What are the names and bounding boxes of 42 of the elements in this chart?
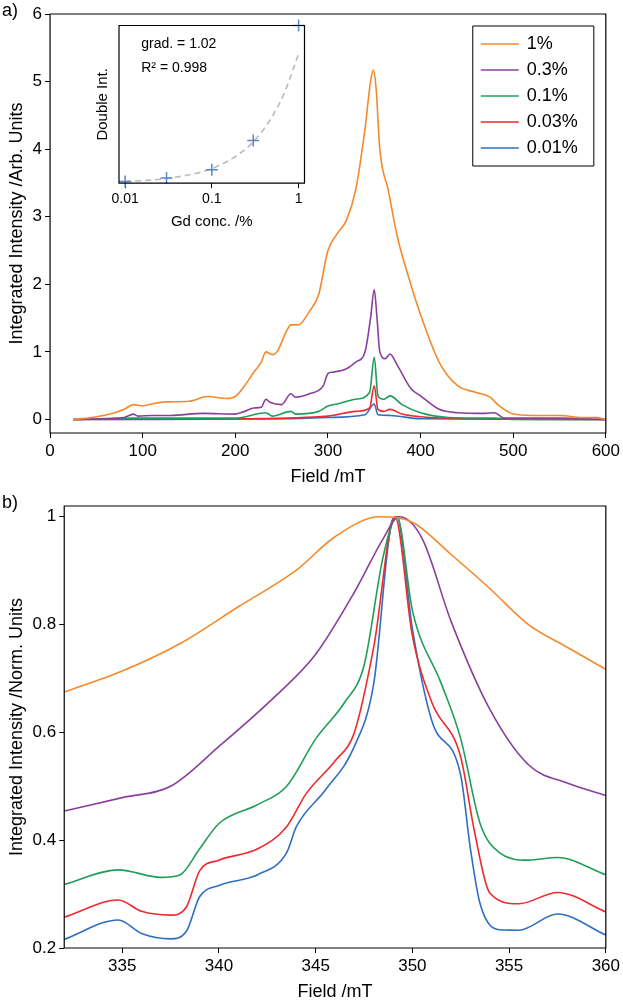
x-tick-label: 600 [591,440,621,460]
y-tick-label: 0.4 [32,829,57,849]
y-tick-label: 1 [32,341,43,361]
annotation: grad. = 1.02 [141,34,217,51]
y-tick-label: 0 [32,409,43,429]
x-tick-label: 100 [128,440,157,460]
x-tick-label: 300 [313,440,343,460]
y-tick-label: 3 [32,206,43,226]
y-axis-title: Integrated Intensity /Norm. Units [5,597,26,857]
y-axis-title: Double Int. [93,68,111,141]
x-axis-title: Field /mT [297,981,373,1002]
x-tick-label: 345 [301,955,330,975]
legend-label: 0.01% [526,136,578,157]
x-tick-label: 0.01 [111,190,139,207]
y-tick-label: 5 [32,71,43,91]
y-tick-label: 0.8 [32,614,57,634]
x-axis-title: Field /mT [290,466,366,487]
x-tick-label: 200 [221,440,250,460]
y-tick-label: 2 [32,274,43,294]
annotation: R² = 0.998 [141,58,208,75]
x-tick-label: 335 [108,955,137,975]
legend-label: 0.1% [526,84,568,105]
legend-label: 1% [526,32,553,53]
x-tick-label: 350 [398,955,427,975]
x-axis-title: Gd conc. /% [170,212,253,230]
x-tick-label: 500 [499,440,528,460]
chart-title: b) [2,491,19,512]
y-axis-title: Integrated Intensity /Arb. Units [5,102,26,345]
chart-title: a) [2,0,19,20]
y-tick-label: 1 [46,506,57,526]
y-tick-label: 0.6 [32,722,57,742]
x-tick-label: 1 [294,190,303,207]
x-tick-label: 340 [204,955,234,975]
y-tick-label: 0.2 [32,937,57,957]
x-tick-label: 360 [591,955,621,975]
legend-label: 0.03% [526,110,578,131]
legend-label: 0.3% [526,58,568,79]
x-tick-label: 400 [406,440,435,460]
x-tick-label: 0.1 [202,190,222,207]
y-tick-label: 6 [32,3,43,23]
y-tick-label: 4 [32,138,43,158]
x-tick-label: 355 [494,955,524,975]
